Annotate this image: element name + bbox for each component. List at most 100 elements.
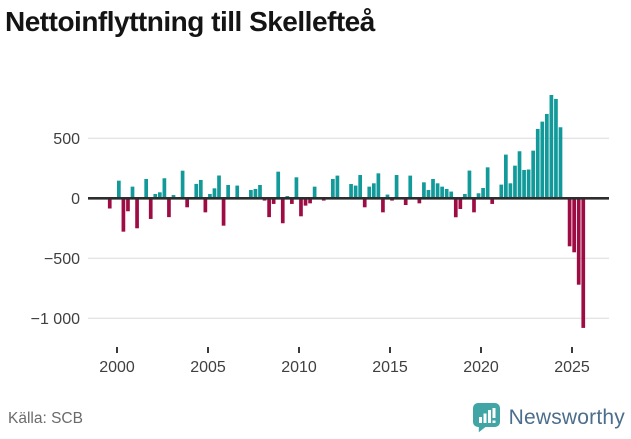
source-note: Källa: SCB: [8, 410, 83, 427]
bar: [107, 198, 112, 209]
bar: [212, 188, 217, 199]
bar: [303, 198, 308, 206]
bar: [517, 151, 522, 199]
bar: [135, 198, 139, 229]
newsworthy-wordmark: Newsworthy: [508, 405, 625, 429]
bar: [253, 188, 258, 199]
bar: [249, 190, 253, 199]
bar: [522, 169, 526, 199]
bar: [157, 192, 162, 199]
bar: [280, 198, 285, 224]
bar: [294, 177, 299, 199]
bar: [162, 178, 167, 199]
newsworthy-icon: [472, 403, 500, 433]
bar: [335, 175, 340, 199]
bar: [554, 98, 558, 199]
bar: [130, 186, 135, 199]
bar: [308, 198, 312, 204]
bar: [376, 173, 381, 199]
chart-title: Nettoinflyttning till Skellefteå: [5, 6, 375, 37]
bar: [394, 175, 399, 199]
bar: [499, 184, 504, 199]
bar: [549, 94, 554, 199]
bar: [435, 183, 440, 199]
bar: [403, 198, 408, 206]
x-axis-label: 2020: [463, 359, 499, 376]
bar: [426, 190, 431, 199]
bar: [513, 165, 517, 199]
bar: [153, 193, 158, 199]
bar: [540, 121, 545, 199]
bar: [504, 154, 508, 199]
bar: [194, 183, 199, 199]
bar: [362, 198, 367, 208]
bar: [526, 169, 531, 199]
bar: [408, 175, 413, 199]
bar: [353, 185, 358, 199]
bar: [385, 194, 390, 199]
bar: [267, 198, 271, 218]
bar: [367, 186, 372, 199]
bar: [208, 193, 212, 199]
bar: [449, 191, 454, 199]
bar: [467, 170, 472, 199]
bar: [330, 178, 335, 199]
bar: [567, 198, 572, 247]
bar: [485, 167, 490, 199]
bar: [417, 198, 422, 204]
bar: [349, 184, 353, 199]
bar: [258, 184, 262, 199]
x-axis-label: 2005: [190, 359, 226, 376]
bar: [476, 193, 481, 199]
bar: [531, 150, 536, 199]
bar: [144, 178, 149, 199]
bar: [444, 188, 449, 199]
bar: [180, 170, 185, 199]
bar: [271, 198, 276, 204]
bar: [422, 182, 426, 199]
bar-chart: 500 0 −500 −1 000 2000 2005 2010 2015 2020 2025: [31, 94, 609, 376]
bar: [508, 183, 513, 199]
x-axis-label: 2010: [281, 359, 317, 376]
bar: [572, 198, 577, 253]
bar: [276, 171, 281, 199]
y-axis-label: 500: [53, 131, 80, 148]
bar: [431, 178, 435, 199]
bar: [126, 198, 130, 212]
x-axis-label: 2000: [99, 359, 135, 376]
bar: [221, 198, 226, 226]
bar: [381, 198, 385, 213]
bar: [490, 198, 495, 204]
x-axis-label: 2025: [554, 359, 590, 376]
bar: [217, 175, 221, 199]
bar: [558, 127, 563, 199]
bar: [299, 198, 303, 217]
y-axis-label: −1 000: [31, 311, 80, 328]
x-axis-label: 2015: [372, 359, 408, 376]
bar: [581, 198, 586, 328]
bar: [440, 186, 444, 199]
bar: [148, 198, 153, 219]
bar: [185, 198, 190, 208]
bar: [358, 175, 363, 199]
bar: [463, 193, 467, 199]
bar: [481, 187, 485, 199]
bar: [371, 183, 376, 199]
bar: [167, 198, 171, 218]
bar: [290, 198, 294, 204]
bar: [312, 186, 317, 199]
bar: [535, 128, 540, 199]
bar: [235, 185, 240, 199]
y-axis-label: −500: [44, 251, 80, 268]
bar: [226, 184, 230, 199]
bar: [121, 198, 126, 232]
newsworthy-logo[interactable]: Newsworthy: [472, 402, 625, 433]
bar: [171, 195, 176, 199]
chart-footer: Källa: SCB Newsworthy: [0, 397, 631, 439]
bar: [117, 180, 121, 199]
bar: [453, 198, 458, 218]
y-axis-label: 0: [71, 191, 80, 208]
bar: [203, 198, 208, 213]
bar: [576, 198, 581, 285]
